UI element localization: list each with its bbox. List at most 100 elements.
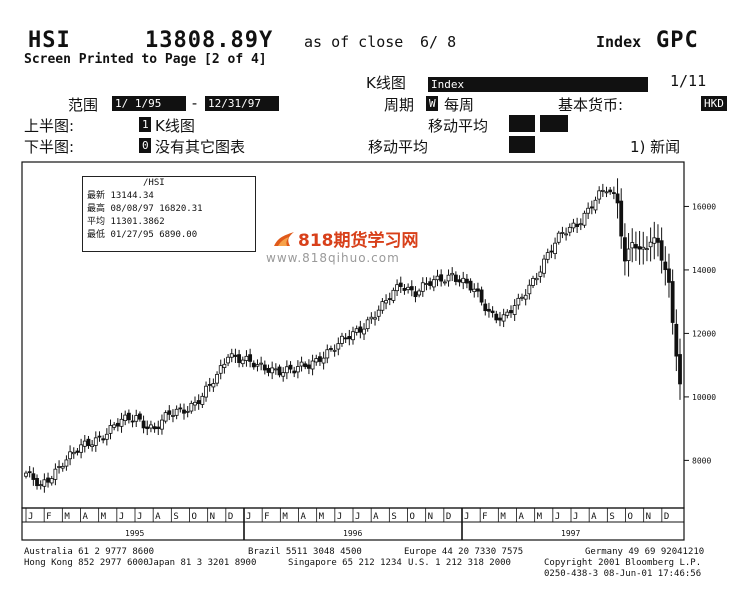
candle-body (284, 366, 289, 374)
lower-chart-value: 没有其它图表 (155, 138, 246, 156)
year-label: 1996 (343, 529, 362, 538)
month-label: D (664, 512, 669, 522)
ma-field-2[interactable] (509, 136, 535, 153)
month-label: S (609, 512, 614, 522)
candle-body (645, 248, 649, 251)
candle-body (589, 206, 594, 209)
month-label: J (137, 512, 142, 522)
candle-body (27, 471, 32, 474)
footer-terminal-id: 0250-438-3 08-Jun-01 17:46:56 (544, 569, 702, 579)
candle-body (270, 367, 275, 374)
candle-body (487, 308, 491, 312)
candle-body (498, 317, 502, 321)
candle-body (435, 275, 440, 281)
candle-body (71, 451, 76, 455)
candle-body (523, 294, 528, 300)
candle-body (634, 244, 638, 249)
upper-chart-flag[interactable]: 1 (139, 117, 151, 132)
candle-body (586, 207, 591, 214)
month-label: F (264, 512, 269, 522)
candle-body (520, 296, 524, 299)
candle-body (340, 335, 344, 344)
base-currency-field[interactable]: HKD (701, 96, 727, 111)
candle-body (244, 355, 249, 361)
candle-body (310, 360, 315, 370)
range-start-field[interactable]: 1/ 1/95 (112, 96, 186, 111)
month-label: M (101, 512, 107, 522)
candle-body (130, 420, 135, 423)
candle-body (659, 240, 664, 261)
footer-us: U.S. 1 212 318 2000 (408, 558, 511, 568)
candle-body (35, 477, 39, 487)
month-label: A (591, 512, 597, 522)
candle-body (593, 199, 598, 211)
candle-body (354, 328, 359, 333)
candle-body (527, 284, 532, 295)
page-indicator: 1/11 (670, 72, 707, 90)
candle-body (560, 232, 565, 234)
period-flag[interactable]: W (426, 96, 438, 111)
candle-body (160, 419, 164, 430)
month-label: A (519, 512, 525, 522)
candle-body (347, 336, 352, 340)
month-label: A (301, 512, 307, 522)
month-label: O (628, 512, 633, 522)
candle-body (578, 223, 583, 226)
candle-body (494, 313, 499, 321)
candle-body (321, 357, 326, 364)
candle-body (652, 237, 657, 244)
candle-body (336, 343, 341, 350)
candle-body (615, 193, 620, 204)
candle-body (60, 466, 65, 469)
k-chart-field[interactable]: Index (428, 73, 648, 92)
period-label: 周期 (384, 96, 415, 114)
candle-body (424, 283, 429, 285)
ma-field-1a[interactable] (509, 115, 535, 132)
candle-body (93, 437, 98, 446)
candle-body (442, 281, 447, 284)
candle-body (626, 248, 631, 261)
month-label: O (192, 512, 197, 522)
month-label: J (246, 512, 251, 522)
candle-body (329, 348, 333, 350)
candle-body (171, 415, 175, 417)
ma-field-1b[interactable] (540, 115, 568, 132)
footer-germany: Germany 49 69 92041210 (585, 547, 705, 557)
candle-body (218, 365, 223, 374)
candle-body (233, 354, 238, 357)
month-label: M (319, 512, 325, 522)
month-label: J (337, 512, 342, 522)
candle-body (567, 226, 572, 233)
news-link[interactable]: 1) 新闻 (630, 138, 681, 156)
candle-body (167, 410, 172, 415)
y-tick-label: 8000 (692, 456, 711, 465)
candle-body (215, 373, 219, 384)
candle-body (248, 354, 253, 362)
range-end-field[interactable]: 12/31/97 (205, 96, 279, 111)
candle-body (126, 412, 131, 421)
legend-high-value: 08/08/97 16820.31 (110, 204, 203, 214)
candle-body (108, 425, 113, 434)
candle-body (663, 261, 668, 271)
legend-avg-label: 平均 (87, 217, 106, 227)
month-label: J (555, 512, 560, 522)
candle-body (479, 289, 484, 303)
year-label: 1995 (125, 529, 144, 538)
candle-body (413, 291, 418, 298)
base-currency-label: 基本货币: (558, 96, 624, 114)
candle-body (369, 316, 374, 320)
month-label: A (155, 512, 161, 522)
candle-body (648, 241, 653, 248)
month-label: M (500, 512, 506, 522)
month-label: F (46, 512, 51, 522)
legend-last-value: 13144.34 (110, 191, 154, 201)
candle-body (237, 354, 242, 363)
candle-body (549, 250, 554, 253)
month-label: O (410, 512, 415, 522)
security-type: Index (596, 33, 642, 51)
lower-chart-flag[interactable]: 0 (139, 138, 151, 153)
candle-body (115, 422, 120, 427)
candle-body (439, 274, 444, 282)
candle-body (391, 289, 396, 301)
footer-copyright: Copyright 2001 Bloomberg L.P. (544, 558, 702, 568)
